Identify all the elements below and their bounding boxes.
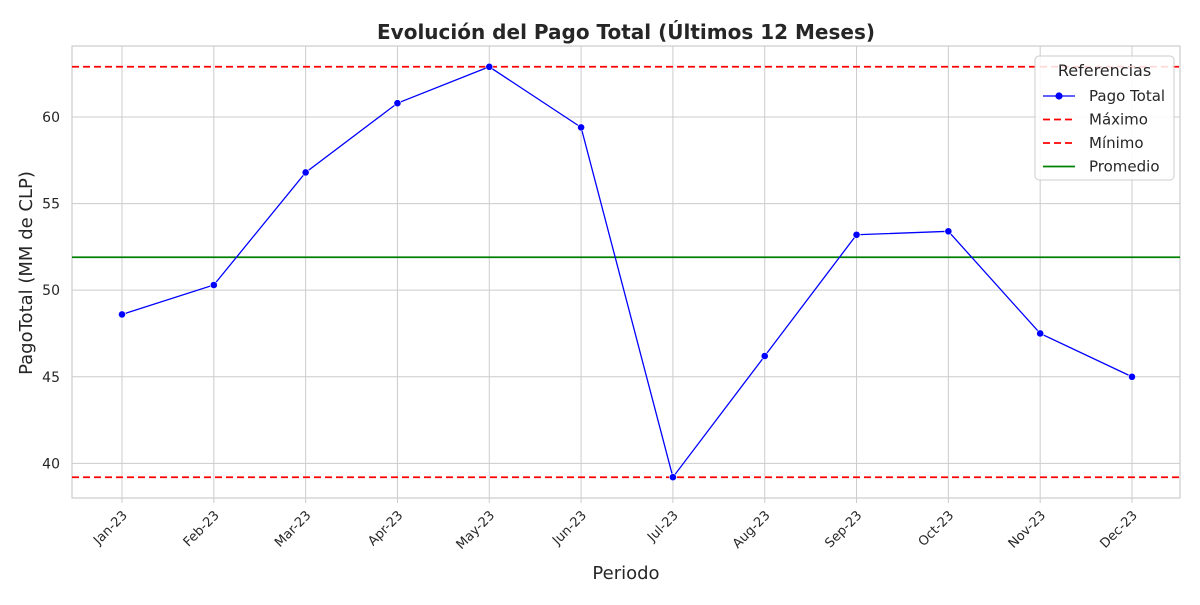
legend-label: Máximo (1089, 111, 1148, 129)
data-point (485, 62, 494, 71)
data-point (1128, 372, 1136, 381)
x-tick-label: Aug-23 (730, 508, 774, 552)
legend-label: Mínimo (1089, 134, 1144, 152)
x-tick-label: Feb-23 (181, 508, 223, 550)
y-tick-label: 45 (42, 370, 60, 386)
data-point (393, 99, 402, 108)
data-point (669, 473, 677, 482)
y-axis-label: PagoTotal (MM de CLP) (16, 171, 37, 375)
legend-label: Promedio (1089, 158, 1160, 176)
data-point (301, 168, 310, 177)
data-point (1036, 329, 1045, 338)
legend: Referencias Pago Total Máximo Mínimo Promedi… (1034, 55, 1175, 181)
x-tick-label: Mar-23 (272, 508, 314, 550)
x-tick-label: Jul-23 (644, 508, 681, 545)
y-tick-label: 55 (42, 197, 60, 213)
plot-border (71, 45, 1181, 499)
x-tick-label: Jan-23 (90, 508, 131, 549)
y-tick-label: 40 (42, 456, 60, 472)
x-tick-label: May-23 (454, 508, 498, 552)
x-tick-label: Jun-23 (549, 508, 590, 549)
data-point (209, 281, 218, 289)
x-tick-label: Oct-23 (916, 508, 958, 550)
x-axis-label: Periodo (592, 563, 659, 584)
legend-box (1034, 55, 1175, 181)
series-line (121, 66, 1133, 479)
x-tick-label: Sep-23 (822, 508, 865, 551)
y-tick-label: 60 (42, 110, 60, 126)
legend-marker (1055, 92, 1063, 100)
y-tick-label: 50 (42, 283, 60, 299)
legend-title: Referencias (1058, 61, 1151, 80)
data-point (760, 352, 769, 360)
x-tick-label: Dec-23 (1097, 508, 1140, 551)
data-point (944, 227, 953, 236)
x-tick-label: Nov-23 (1006, 508, 1049, 551)
data-point (577, 123, 585, 132)
legend-label: Pago Total (1089, 87, 1165, 105)
chart-title: Evolución del Pago Total (Últimos 12 Mes… (377, 20, 875, 44)
x-tick-label: Apr-23 (365, 508, 406, 549)
data-point (118, 310, 126, 319)
data-point (852, 230, 861, 239)
